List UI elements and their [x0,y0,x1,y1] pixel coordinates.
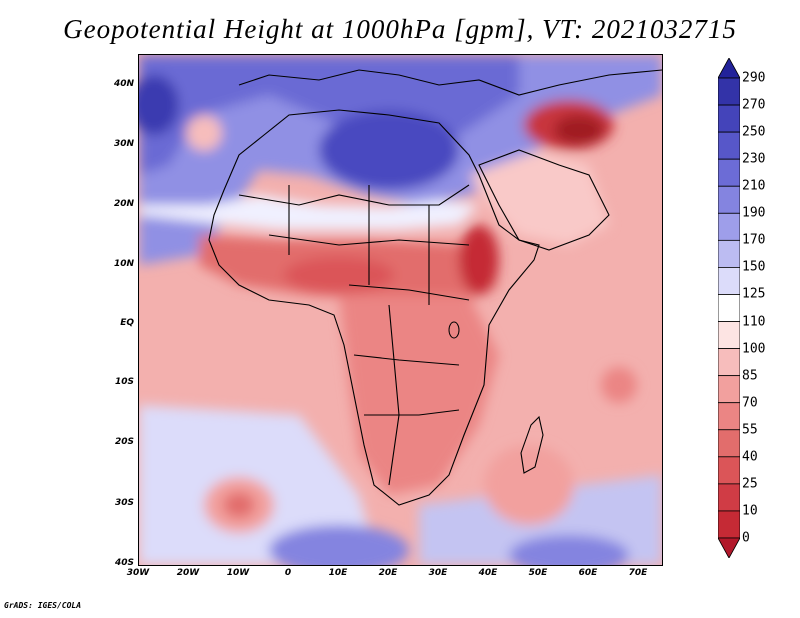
colorbar-swatch [718,537,740,558]
colorbar-swatch [718,510,740,539]
colorbar-level-label: 170 [742,232,766,248]
colorbar-level-label: 290 [742,70,766,86]
colorbar-swatch [718,348,740,377]
colorbar-level-label: 250 [742,124,766,140]
lon-tick-label: 10W [226,568,250,578]
map-field-svg [139,55,662,565]
lon-tick-label: 20W [176,568,200,578]
colorbar-swatch [718,483,740,512]
lon-tick-label: 70E [628,568,648,578]
colorbar-level-label: 150 [742,259,766,275]
coastlines [208,69,662,506]
map-plot-area [138,54,663,566]
lat-tick-label: 20S [114,437,134,447]
colorbar-level-label: 100 [742,341,766,357]
colorbar-level-label: 55 [742,422,758,438]
map-title: Geopotential Height at 1000hPa [gpm], VT… [63,14,737,44]
lon-tick-label: 10E [328,568,348,578]
colorbar-swatch [718,456,740,485]
colorbar-level-label: 0 [742,530,750,546]
colorbar-level-label: 85 [742,368,758,384]
colorbar-swatch [718,239,740,268]
colorbar-level-label: 70 [742,395,758,411]
colorbar-swatch [718,429,740,458]
height-field-shading [139,55,662,565]
colorbar-level-label: 40 [742,449,758,465]
lon-tick-label: 0 [284,568,292,578]
colorbar-swatch [718,212,740,241]
colorbar-level-label: 190 [742,205,766,221]
colorbar-swatch [718,104,740,133]
lat-tick-label: 40S [114,558,134,568]
colorbar-swatch [718,402,740,431]
colorbar-level-label: 10 [742,503,758,519]
colorbar-swatch [718,294,740,322]
colorbar-level-label: 210 [742,178,766,194]
lon-tick-label: 30E [428,568,448,578]
colorbar-level-label: 230 [742,151,766,167]
colorbar [718,58,740,558]
colorbar-swatch [718,375,740,404]
lon-tick-label: 60E [578,568,598,578]
colorbar-swatch [718,185,740,214]
colorbar-swatch [718,77,740,106]
colorbar-swatch [718,267,740,295]
colorbar-swatch [718,131,740,160]
grads-credit: GrADS: IGES/COLA [4,601,82,610]
colorbar-swatch [718,58,740,79]
colorbar-level-label: 270 [742,97,766,113]
colorbar-level-label: 125 [742,286,766,302]
lat-tick-label: 30N [113,139,134,149]
colorbar-level-label: 25 [742,476,758,492]
colorbar-level-label: 110 [742,314,766,330]
colorbar-swatch [718,158,740,187]
lat-tick-label: EQ [120,318,134,328]
lon-tick-label: 30W [126,568,150,578]
lake-victoria [448,321,460,339]
lat-tick-label: 20N [113,199,134,209]
lon-tick-label: 50E [528,568,548,578]
lat-tick-label: 10N [113,259,134,269]
lat-tick-label: 10S [114,377,134,387]
lon-tick-label: 20E [378,568,398,578]
lon-tick-label: 40E [478,568,498,578]
colorbar-swatch [718,321,740,349]
lat-tick-label: 30S [114,498,134,508]
lat-tick-label: 40N [113,79,134,89]
